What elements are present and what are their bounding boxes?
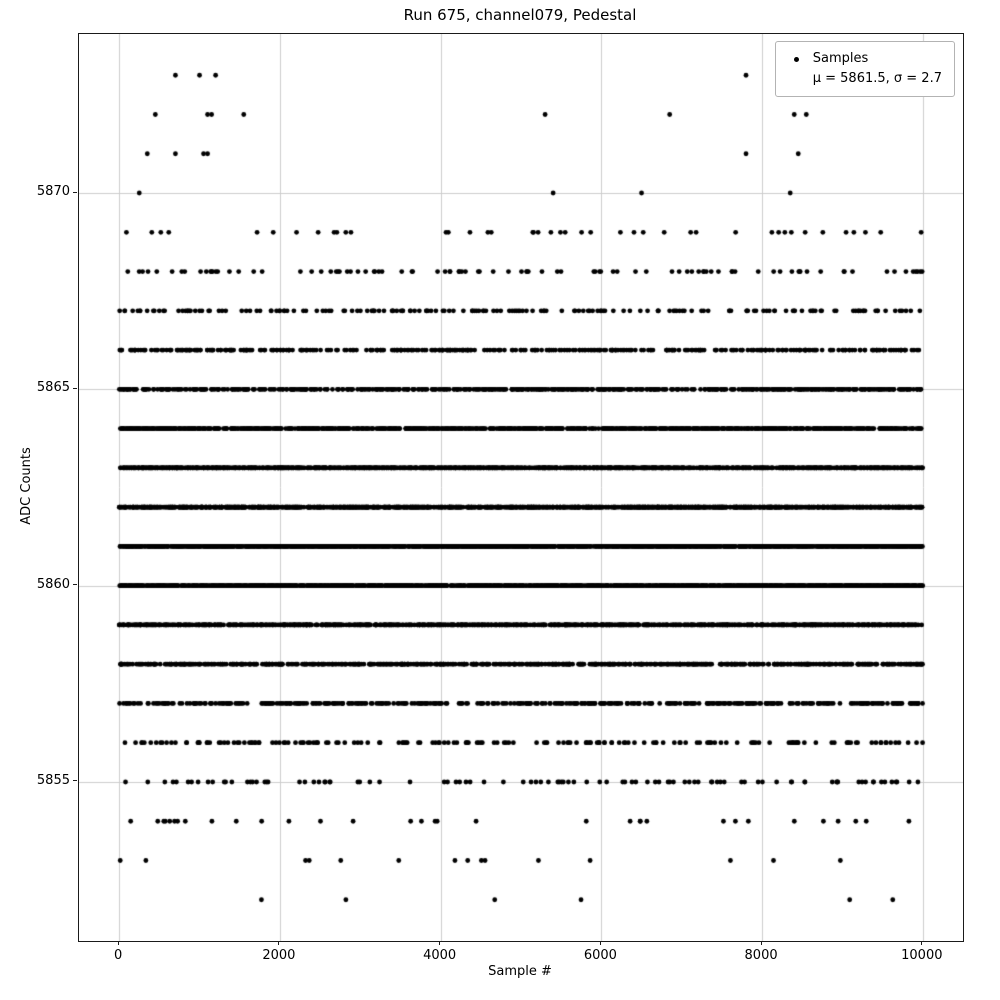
x-tick-mark [278, 941, 280, 945]
x-tick-mark [760, 941, 762, 945]
chart-title: Run 675, channel079, Pedestal [403, 6, 637, 24]
x-axis-label: Sample # [488, 964, 552, 979]
x-tick-mark [439, 941, 441, 945]
y-tick-label: 5865 [36, 380, 70, 396]
samples-marker-icon [793, 56, 799, 62]
y-tick-label: 5860 [36, 576, 70, 592]
plot-area [78, 33, 964, 942]
x-tick-mark [117, 941, 119, 945]
scatter-canvas [79, 34, 963, 941]
x-tick-mark [921, 941, 923, 945]
x-tick-mark [599, 941, 601, 945]
legend-label-samples: Samples [812, 51, 869, 66]
y-tick-mark [73, 191, 77, 193]
y-tick-mark [73, 584, 77, 586]
x-tick-label: 6000 [583, 948, 617, 963]
x-tick-label: 4000 [423, 948, 457, 963]
x-tick-label: 8000 [744, 948, 778, 963]
legend: Samples μ = 5861.5, σ = 2.7 [774, 41, 955, 98]
legend-entry-stats: μ = 5861.5, σ = 2.7 [786, 69, 942, 89]
x-tick-label: 2000 [262, 948, 296, 963]
x-tick-label: 0 [114, 948, 123, 963]
x-tick-label: 10000 [901, 948, 943, 963]
legend-stats: μ = 5861.5, σ = 2.7 [812, 71, 942, 87]
y-tick-mark [73, 387, 77, 389]
y-tick-label: 5855 [36, 772, 70, 788]
y-axis-label: ADC Counts [19, 447, 34, 525]
legend-entry-samples: Samples [786, 49, 942, 69]
y-tick-mark [73, 780, 77, 782]
y-tick-label: 5870 [36, 184, 70, 200]
